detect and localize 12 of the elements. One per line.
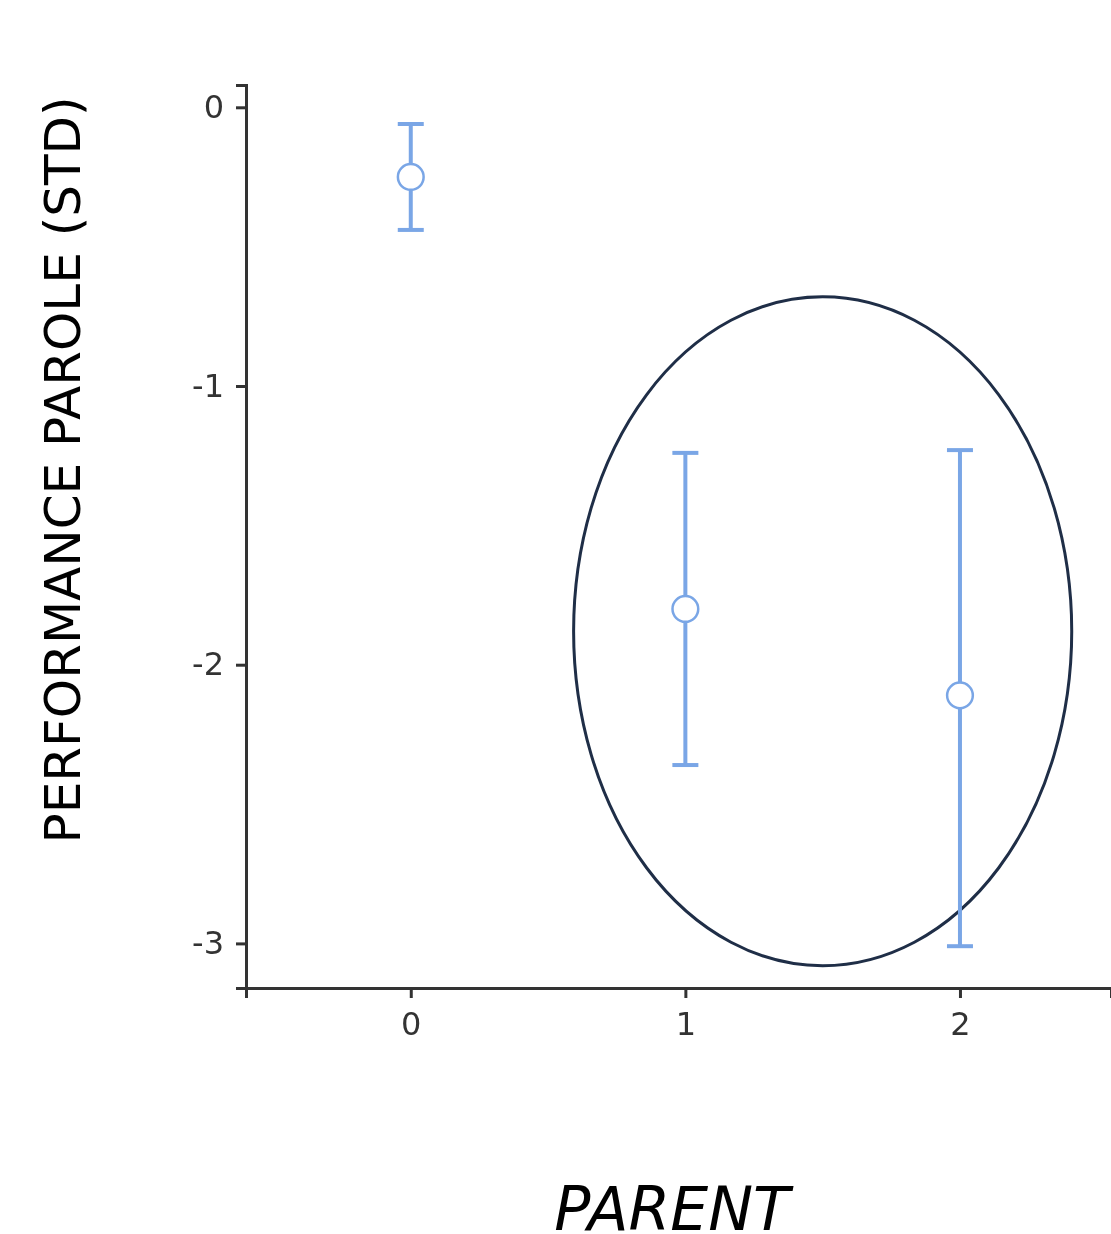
y-tick-label: -1 — [192, 366, 224, 405]
point — [671, 594, 700, 624]
y-tick-label: -2 — [192, 645, 224, 684]
x-axis-title: PARENT — [554, 1174, 795, 1234]
y-tick-label: 0 — [203, 88, 224, 127]
point — [945, 681, 975, 710]
x-tick-label: 1 — [675, 1004, 697, 1043]
x-tick-label: 0 — [401, 1004, 422, 1043]
x-tick-label: 2 — [950, 1004, 971, 1043]
y-axis-title: PERFORMANCE PAROLE (STD) — [34, 96, 92, 844]
y-tick-label: -3 — [192, 924, 224, 963]
point — [396, 162, 425, 192]
